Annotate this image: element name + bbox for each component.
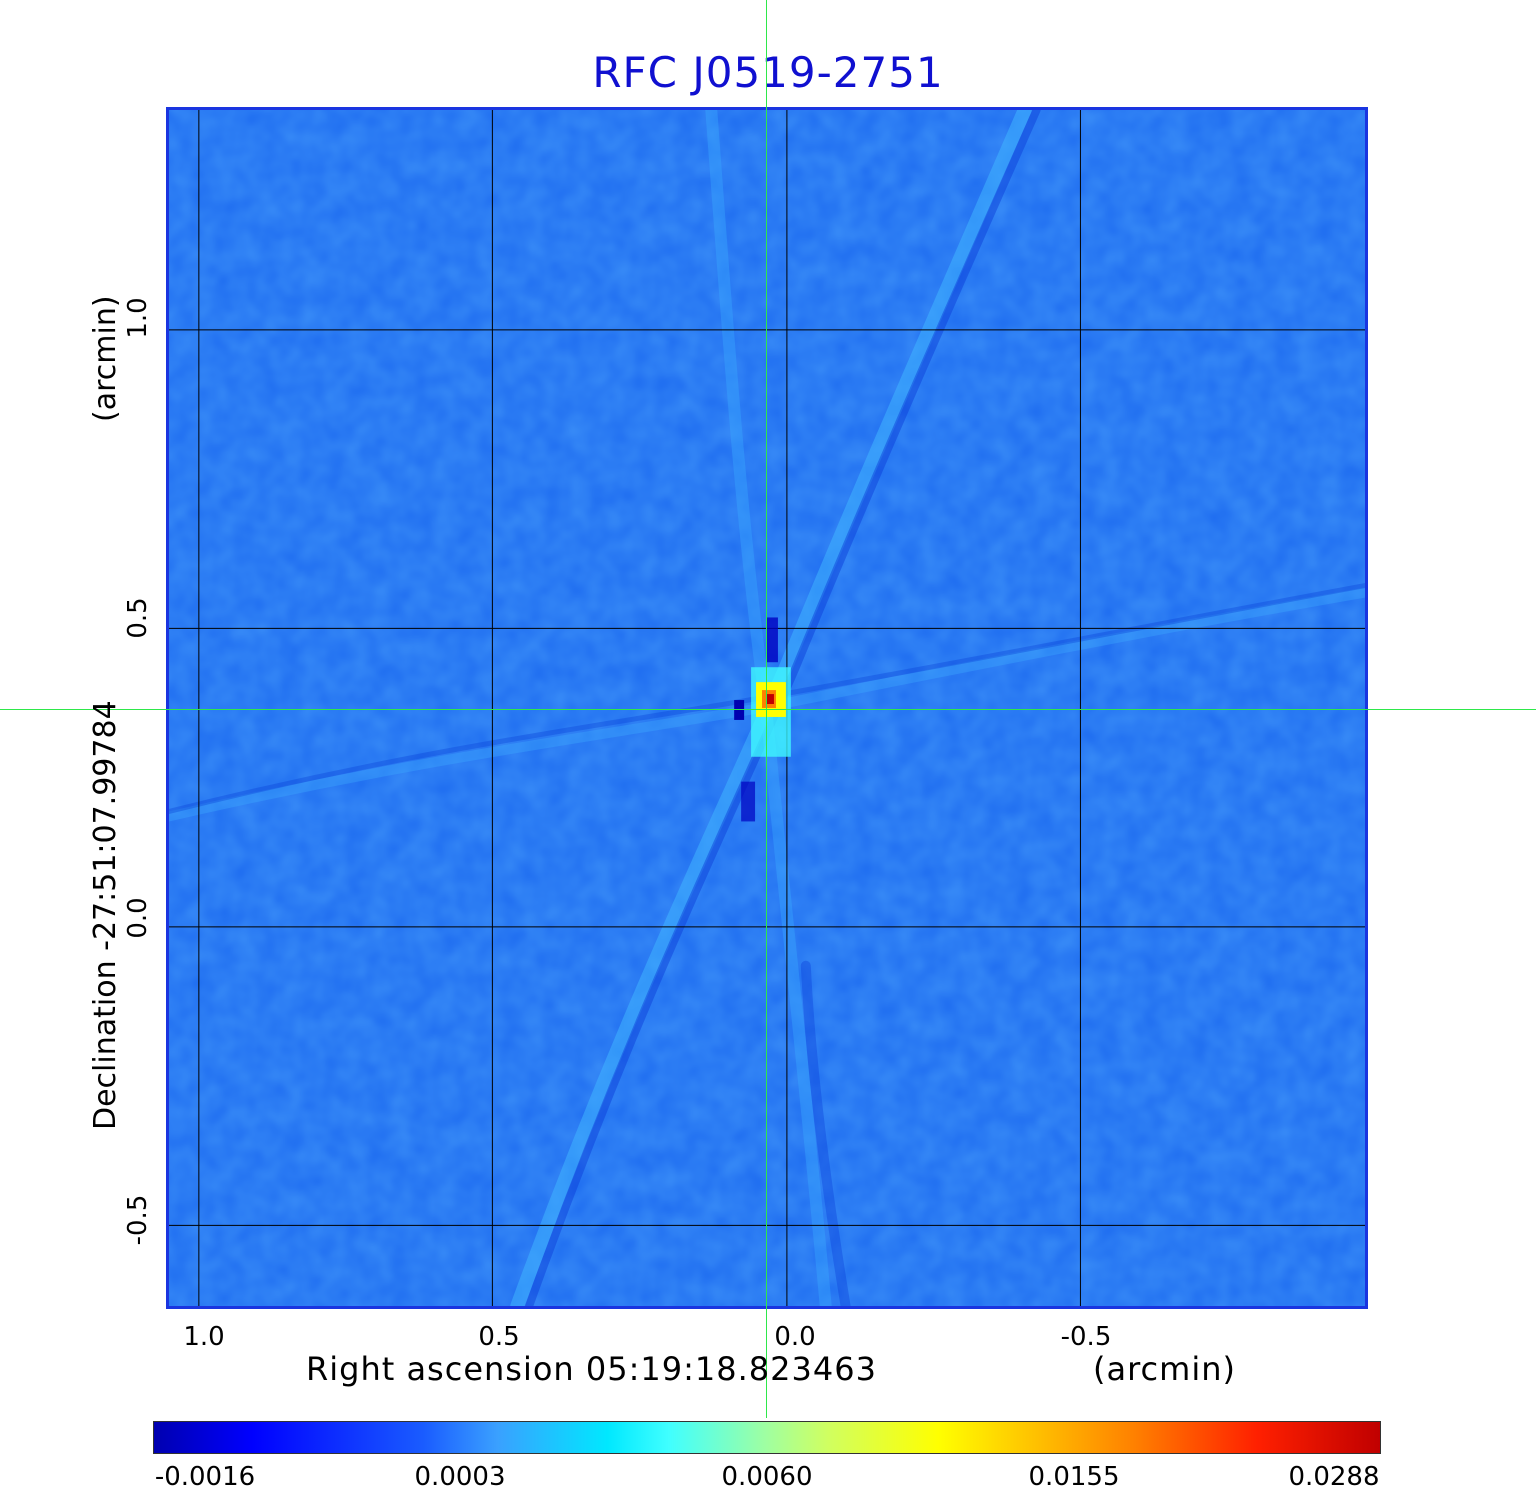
y-tick-label: 0.0 xyxy=(123,897,153,939)
colorbar-tick-label: 0.0288 xyxy=(1288,1462,1380,1492)
x-tick-label: -0.5 xyxy=(1060,1322,1112,1352)
colorbar-tick-label: 0.0060 xyxy=(721,1462,813,1492)
x-tick-label: 0.0 xyxy=(774,1322,816,1352)
x-tick-label: 0.5 xyxy=(478,1322,520,1352)
radio-image-frame[interactable] xyxy=(166,107,1368,1309)
radio-map xyxy=(169,110,1365,1306)
y-axis-unit: (arcmin) xyxy=(88,295,123,422)
colorbar-tick-label: 0.0155 xyxy=(1028,1462,1120,1492)
central-source xyxy=(734,617,791,822)
image-title: RFC J0519-2751 xyxy=(592,48,944,97)
colorbar xyxy=(153,1421,1381,1454)
x-axis-label: Right ascension 05:19:18.823463 xyxy=(306,1350,877,1388)
y-tick-label: -0.5 xyxy=(123,1194,153,1246)
y-axis-label: Declination -27:51:07.99784 xyxy=(88,700,123,1130)
crosshair-horizontal xyxy=(0,709,1536,710)
colorbar-tick-label: 0.0003 xyxy=(414,1462,506,1492)
colorbar-tick-label: -0.0016 xyxy=(154,1462,256,1492)
y-tick-label: 0.5 xyxy=(123,597,153,639)
y-tick-label: 1.0 xyxy=(123,297,153,339)
x-axis-unit: (arcmin) xyxy=(1093,1350,1236,1388)
x-tick-label: 1.0 xyxy=(183,1322,225,1352)
